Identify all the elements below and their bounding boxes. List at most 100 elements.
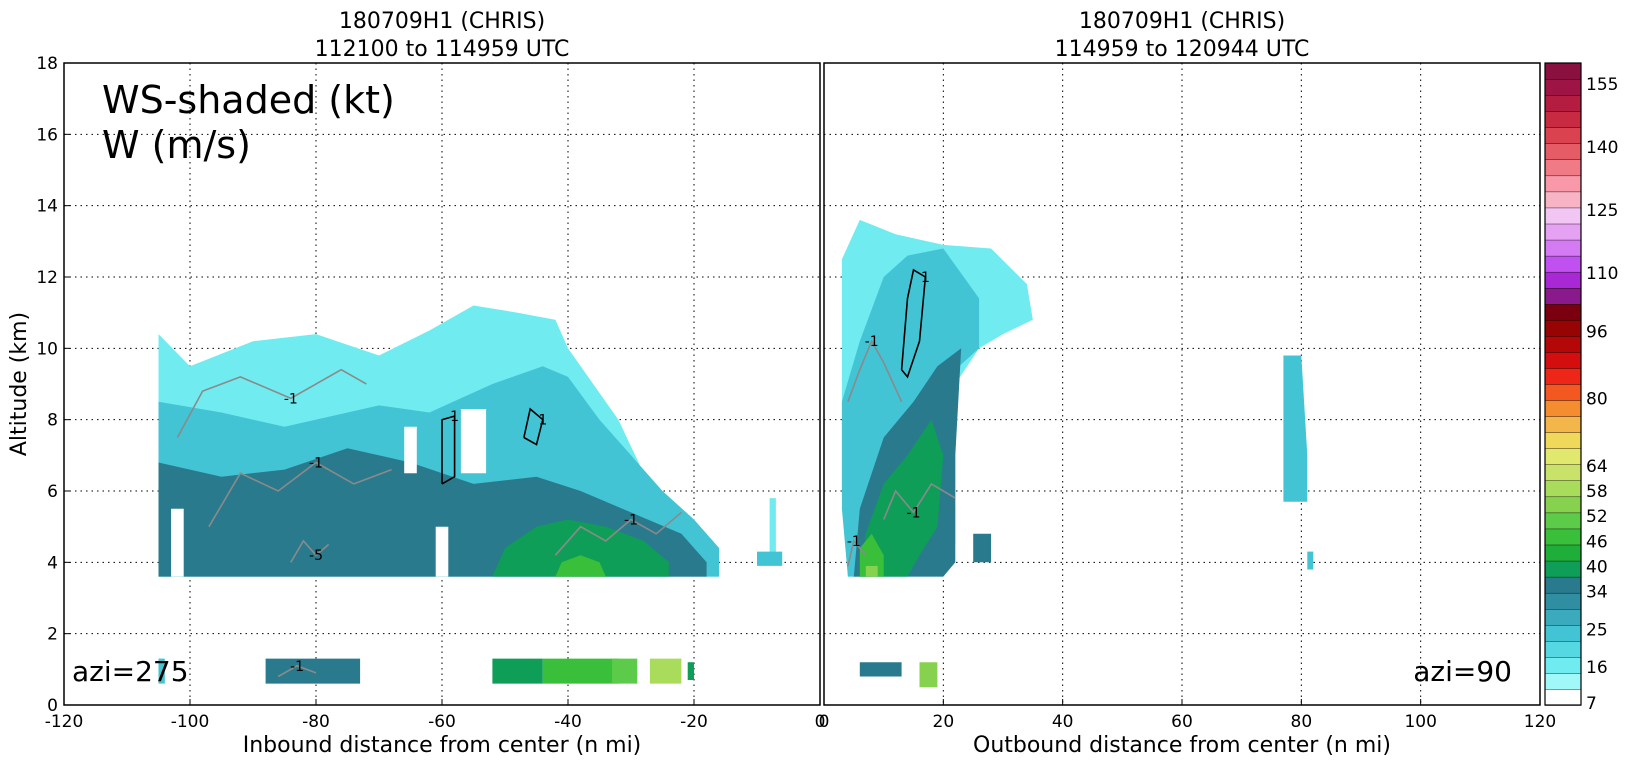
colorbar-cell <box>1544 592 1582 610</box>
left-x-ticks: -120 -100 -80 -60 -40 -20 0 <box>45 699 826 732</box>
colorbar-cell <box>1544 62 1582 80</box>
y-tick-label: 10 <box>36 339 58 359</box>
right-panel: 180709H1 (CHRIS) 114959 to 120944 UTC 1 -… <box>819 9 1557 758</box>
colorbar-cell <box>1544 415 1582 433</box>
x-tick-label: 60 <box>1171 712 1193 732</box>
x-tick-label: 0 <box>815 712 826 732</box>
updraft-contour <box>441 415 456 485</box>
shaded-region-side-patch <box>973 533 992 563</box>
shaded-region-gap-2 <box>435 526 449 577</box>
contour-label: -1 <box>865 334 879 350</box>
colorbar-cell <box>1544 560 1582 578</box>
contour-label: -1 <box>907 505 921 521</box>
contour-label: -5 <box>309 548 323 564</box>
colorbar-cells <box>1544 62 1582 706</box>
left-annotation-line2: W (m/s) <box>102 123 251 167</box>
downdraft-contour <box>847 539 867 567</box>
y-tick-label: 16 <box>36 125 58 145</box>
colorbar-tick-label: 64 <box>1586 457 1608 477</box>
colorbar-tick-label: 110 <box>1586 264 1618 284</box>
shaded-region-low-yellow <box>492 658 543 684</box>
colorbar-ticks: 7 16 25 34 40 46 52 58 64 80 96 110 125 140 155 <box>1586 75 1618 714</box>
colorbar-cell <box>1544 255 1582 273</box>
colorbar-cell <box>1544 319 1582 337</box>
shaded-region-outlier-top <box>769 498 776 563</box>
colorbar-cell <box>1544 480 1582 498</box>
right-azimuth-label: azi=90 <box>1413 655 1512 688</box>
colorbar-cell <box>1544 448 1582 465</box>
downdraft-contour <box>208 461 392 528</box>
x-tick-label: 120 <box>1524 712 1556 732</box>
y-tick-label: 4 <box>47 553 58 573</box>
colorbar-tick-label: 16 <box>1586 658 1608 678</box>
colorbar-cell <box>1544 576 1582 594</box>
colorbar-cell <box>1544 383 1582 401</box>
colorbar-tick-label: 155 <box>1586 75 1618 95</box>
x-tick-label: -120 <box>45 712 84 732</box>
y-axis-label: Altitude (km) <box>7 312 32 456</box>
x-tick-label: 80 <box>1291 712 1313 732</box>
colorbar-cell <box>1544 126 1582 144</box>
colorbar-cell <box>1544 431 1582 449</box>
colorbar-cell <box>1544 672 1582 690</box>
colorbar-cell <box>1544 496 1582 514</box>
contour-label: 1 <box>921 270 930 286</box>
shaded-region-gap-4 <box>404 426 417 474</box>
shaded-region-gap-3 <box>460 409 487 474</box>
shaded-region-tower-red <box>865 565 878 577</box>
shaded-region-low-green <box>859 662 902 677</box>
colorbar-tick-label: 7 <box>1586 694 1597 714</box>
contour-label: -1 <box>290 659 304 675</box>
colorbar-tick-label: 80 <box>1586 390 1608 410</box>
shaded-region-low-darkred <box>649 658 682 684</box>
left-contours: 1 1 -1 -1 -5 -1 -1 <box>176 368 682 678</box>
x-tick-label: 100 <box>1404 712 1436 732</box>
shaded-region-gap-1 <box>171 508 184 577</box>
colorbar-cell <box>1544 512 1582 530</box>
contour-label: -1 <box>847 534 861 550</box>
colorbar-tick-label: 34 <box>1586 583 1608 603</box>
colorbar-cell <box>1544 223 1582 241</box>
left-title-line2: 112100 to 114959 UTC <box>315 37 570 62</box>
colorbar-tick-label: 140 <box>1586 138 1618 158</box>
colorbar-cell <box>1544 303 1582 321</box>
contour-label: -1 <box>309 455 323 471</box>
shaded-region-low-red <box>612 658 638 684</box>
colorbar-tick-label: 125 <box>1586 201 1618 221</box>
right-contours: 1 -1 -1 -1 <box>847 268 956 567</box>
colorbar-cell <box>1544 624 1582 642</box>
left-panel: 180709H1 (CHRIS) 112100 to 114959 UTC 1 1… <box>7 9 825 758</box>
shaded-region-low-orange <box>542 658 619 684</box>
updraft-contour <box>523 407 544 446</box>
right-x-axis-label: Outbound distance from center (n mi) <box>973 733 1391 758</box>
downdraft-contour <box>290 539 330 563</box>
colorbar-cell <box>1544 78 1582 96</box>
shaded-region-remote-column <box>1283 355 1308 502</box>
shaded-region-low-red <box>919 662 938 688</box>
colorbar-cell <box>1544 94 1582 112</box>
shaded-region-core-orange <box>555 555 606 577</box>
contour-label: 1 <box>450 409 459 425</box>
colorbar-cell <box>1544 399 1582 417</box>
right-shaded-field <box>841 219 1314 688</box>
x-tick-label: -20 <box>680 712 708 732</box>
downdraft-contour <box>277 664 317 678</box>
colorbar-cell <box>1544 287 1582 305</box>
left-title-line1: 180709H1 (CHRIS) <box>339 9 545 34</box>
colorbar-frame <box>1544 62 1582 706</box>
downdraft-contour <box>176 368 367 438</box>
y-tick-label: 14 <box>36 197 58 217</box>
colorbar-cell <box>1544 191 1582 209</box>
y-tick-label: 6 <box>47 482 58 502</box>
right-x-ticks: 0 20 40 60 80 100 120 <box>819 699 1556 732</box>
colorbar-cell <box>1544 351 1582 369</box>
colorbar-cell <box>1544 688 1582 706</box>
x-tick-label: 20 <box>933 712 955 732</box>
x-tick-label: 40 <box>1052 712 1074 732</box>
right-title-line2: 114959 to 120944 UTC <box>1055 37 1310 62</box>
shaded-region-tower-orange <box>859 533 884 577</box>
x-tick-label: -100 <box>171 712 210 732</box>
colorbar-cell <box>1544 239 1582 257</box>
colorbar-tick-label: 96 <box>1586 323 1608 343</box>
y-tick-label: 0 <box>47 696 58 716</box>
